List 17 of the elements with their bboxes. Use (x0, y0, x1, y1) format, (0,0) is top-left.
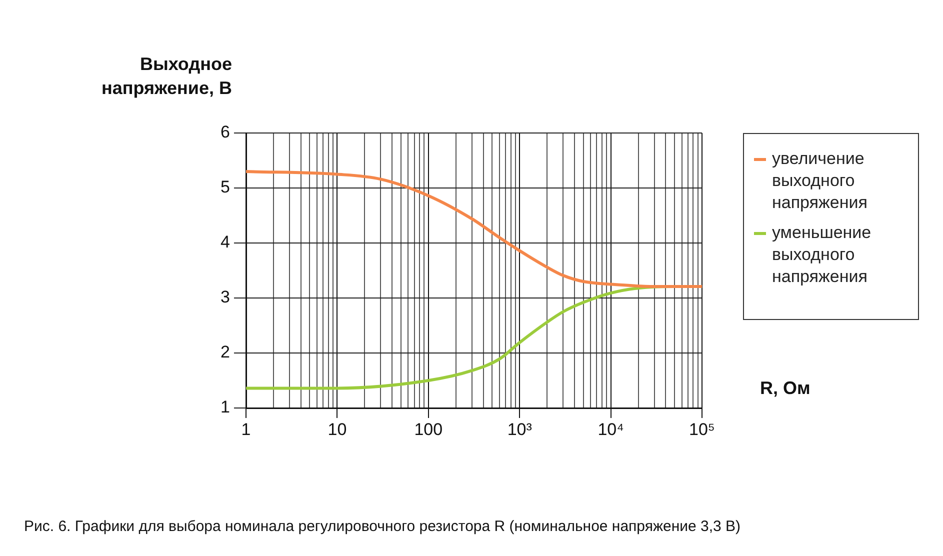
y-axis-title: Выходное напряжение, В (100, 53, 232, 100)
x-tick-label: 10 (328, 420, 347, 439)
y-tick-label: 1 (220, 398, 230, 417)
y-tick-label: 4 (220, 232, 230, 252)
x-tick-label: 10⁴ (598, 420, 624, 439)
legend-label: увеличение выходного напряжения (772, 148, 868, 214)
text: Рис. 6. Графики для выбора номинала регулировочного резистора R (номинальное напряжение 3,3 В) (24, 518, 741, 535)
y-tick-label: 2 (220, 342, 230, 362)
y-tick-label: 3 (220, 288, 230, 307)
x-tick-label: 100 (414, 420, 443, 439)
y-tick-label: 6 (220, 122, 230, 142)
legend-label: уменьшение выходного напряжения (772, 222, 872, 288)
x-tick-label: 10⁵ (689, 420, 715, 439)
x-axis-title: R, Ом (760, 378, 810, 399)
y-tick-label: 5 (220, 178, 230, 197)
x-tick-label: 1 (241, 420, 251, 439)
x-tick-label: 10³ (507, 420, 532, 439)
